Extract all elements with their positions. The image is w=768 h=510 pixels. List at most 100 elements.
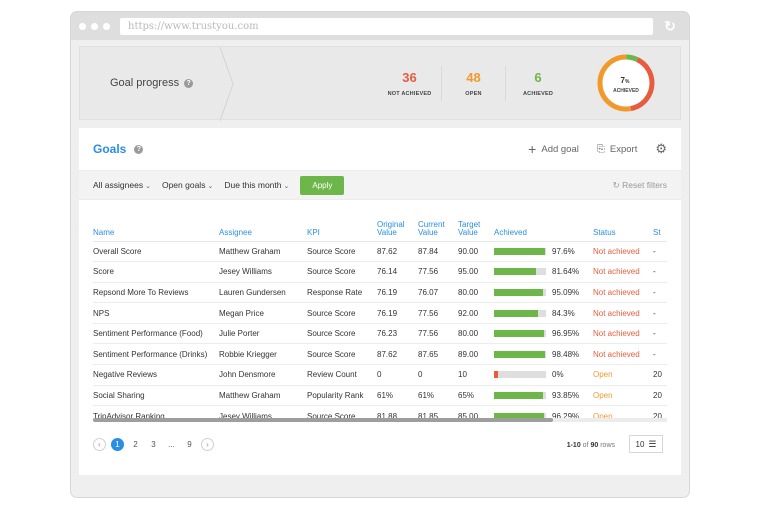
- achieved-percent: 98.48%: [552, 349, 580, 359]
- export-button[interactable]: ⎘ Export: [597, 144, 637, 155]
- gear-icon[interactable]: ⚙: [655, 141, 667, 156]
- apply-button[interactable]: Apply: [300, 175, 345, 195]
- achieved-percent: 0%: [552, 370, 564, 380]
- page-number[interactable]: 9: [187, 440, 192, 449]
- goal-name-cell: Score: [93, 261, 219, 283]
- table-row[interactable]: Score Jesey Williams Source Score 76.14 77.5…: [93, 261, 667, 283]
- column-header[interactable]: Achieved: [494, 208, 593, 242]
- assignees-filter[interactable]: All assignees ⌄: [93, 180, 151, 190]
- status-cell: Open: [593, 405, 653, 418]
- goal-name-cell: Social Sharing: [93, 385, 219, 407]
- help-icon[interactable]: ?: [134, 144, 144, 154]
- kpi-cell: Source Score: [307, 343, 377, 366]
- achieved-percent: 95.09%: [552, 287, 580, 297]
- table-row[interactable]: Social Sharing Matthew Graham Popularity R…: [93, 385, 667, 407]
- pagination: ‹ 1 2 3 ... 9 ›: [93, 438, 214, 451]
- horizontal-scrollbar-thumb[interactable]: [93, 418, 553, 422]
- chevron-down-icon: ⌄: [145, 183, 151, 190]
- page-number[interactable]: 1: [111, 438, 124, 451]
- prev-page-button[interactable]: ‹: [93, 438, 106, 451]
- column-header[interactable]: Assignee: [219, 208, 307, 242]
- table-row[interactable]: Overall Score Matthew Graham Source Score 8…: [93, 241, 667, 263]
- next-page-button[interactable]: ›: [201, 438, 214, 451]
- goal-name-cell: Negative Reviews: [93, 364, 219, 386]
- goal-name-cell: NPS: [93, 302, 219, 324]
- column-header[interactable]: Status: [593, 208, 653, 242]
- help-icon[interactable]: ?: [184, 78, 194, 88]
- achieved-progress-bar: [494, 268, 546, 276]
- window-dot-icon[interactable]: [91, 22, 98, 30]
- table-row[interactable]: Repsond More To Reviews Lauren Gundersen R…: [93, 282, 667, 304]
- page-number[interactable]: 2: [133, 440, 138, 449]
- kpi-cell: Source Score: [307, 241, 377, 263]
- achieved-progress-bar: [494, 288, 546, 296]
- achieved-cell: 81.64%: [494, 261, 593, 283]
- page-number[interactable]: 3: [151, 440, 156, 449]
- table-row[interactable]: NPS Megan Price Source Score 76.19 77.56 92.0…: [93, 302, 667, 324]
- add-goal-button[interactable]: + Add goal: [528, 142, 579, 156]
- rows-label: rows: [600, 442, 615, 449]
- current-value-cell: 61%: [418, 385, 458, 407]
- achieved-progress-fill: [494, 350, 546, 358]
- column-header[interactable]: Original Value: [377, 208, 418, 242]
- extra-cell: 20: [653, 385, 667, 407]
- achieved-progress-bar: [494, 391, 546, 399]
- achieved-progress-fill: [494, 309, 538, 317]
- reload-icon[interactable]: ↻: [664, 17, 676, 34]
- due-filter[interactable]: Due this month ⌄: [224, 180, 289, 190]
- goals-table-container[interactable]: Name Assignee KPI Original Value Current…: [93, 208, 667, 418]
- goal-progress-title: Goal progress ?: [80, 47, 220, 119]
- target-value-cell: 10: [458, 364, 494, 386]
- extra-cell: 20: [653, 405, 667, 418]
- goal-name-cell: Overall Score: [93, 241, 219, 263]
- achieved-progress-fill: [494, 412, 545, 418]
- rows-per-page-select[interactable]: 10 ☰: [629, 435, 663, 453]
- current-value-cell: 77.56: [418, 323, 458, 345]
- column-header[interactable]: Name: [93, 208, 219, 242]
- stat-label: NOT ACHIEVED: [387, 90, 432, 97]
- status-cell: Open: [593, 385, 653, 407]
- assignee-cell: Matthew Graham: [219, 385, 307, 407]
- achieved-percent: 96.95%: [552, 329, 580, 339]
- table-header-row: Name Assignee KPI Original Value Current…: [93, 208, 667, 242]
- browser-window: https://www.trustyou.com ↻ Goal progress…: [71, 12, 689, 497]
- achieved-cell: 95.09%: [494, 282, 593, 304]
- achieved-progress-bar: [494, 412, 546, 418]
- browser-titlebar: https://www.trustyou.com ↻: [71, 12, 689, 40]
- stat-value: 6: [534, 69, 542, 85]
- stat-open: 48 OPEN: [442, 65, 506, 101]
- goals-title: Goals: [93, 142, 127, 156]
- kpi-cell: Popularity Rank: [307, 385, 377, 407]
- table-row[interactable]: Sentiment Performance (Drinks) Robbie Kri…: [93, 343, 667, 366]
- kpi-cell: Review Count: [307, 364, 377, 386]
- column-header[interactable]: Target Value: [458, 208, 494, 242]
- achieved-percent: 84.3%: [552, 308, 575, 318]
- table-row[interactable]: Negative Reviews John Densmore Review Coun…: [93, 364, 667, 386]
- address-bar[interactable]: https://www.trustyou.com: [120, 17, 653, 35]
- table-row[interactable]: Sentiment Performance (Food) Julie Porter…: [93, 323, 667, 345]
- reset-filters-button[interactable]: ↻ Reset filters: [613, 180, 667, 191]
- kpi-cell: Source Score: [307, 323, 377, 345]
- status-cell: Not achieved: [593, 302, 653, 324]
- achieved-progress-fill: [494, 391, 543, 399]
- current-value-cell: 0: [418, 364, 458, 386]
- goals-actions: + Add goal ⎘ Export ⚙: [528, 141, 667, 157]
- original-value-cell: 0: [377, 364, 418, 386]
- goals-filter-label: Open goals: [161, 180, 206, 190]
- column-header[interactable]: Current Value: [418, 208, 458, 242]
- goals-filter[interactable]: Open goals ⌄: [162, 180, 213, 190]
- stat-value: 36: [402, 69, 417, 85]
- kpi-cell: Source Score: [307, 405, 377, 418]
- column-header[interactable]: KPI: [307, 208, 377, 242]
- chevron-down-icon: ⌄: [283, 183, 290, 190]
- stat-value: 48: [466, 69, 481, 85]
- column-header[interactable]: St: [653, 208, 667, 242]
- window-dot-icon[interactable]: [79, 22, 86, 30]
- rows-info: 1-10 of 90 rows: [567, 442, 615, 449]
- filter-bar: All assignees ⌄ Open goals ⌄ Due this mont…: [79, 170, 681, 200]
- original-value-cell: 81.88: [377, 405, 418, 418]
- table-row[interactable]: TripAdvisor Ranking Jesey Williams Source …: [93, 405, 667, 418]
- page-ellipsis: ...: [168, 440, 175, 449]
- original-value-cell: 76.19: [377, 282, 418, 304]
- window-dot-icon[interactable]: [103, 22, 110, 30]
